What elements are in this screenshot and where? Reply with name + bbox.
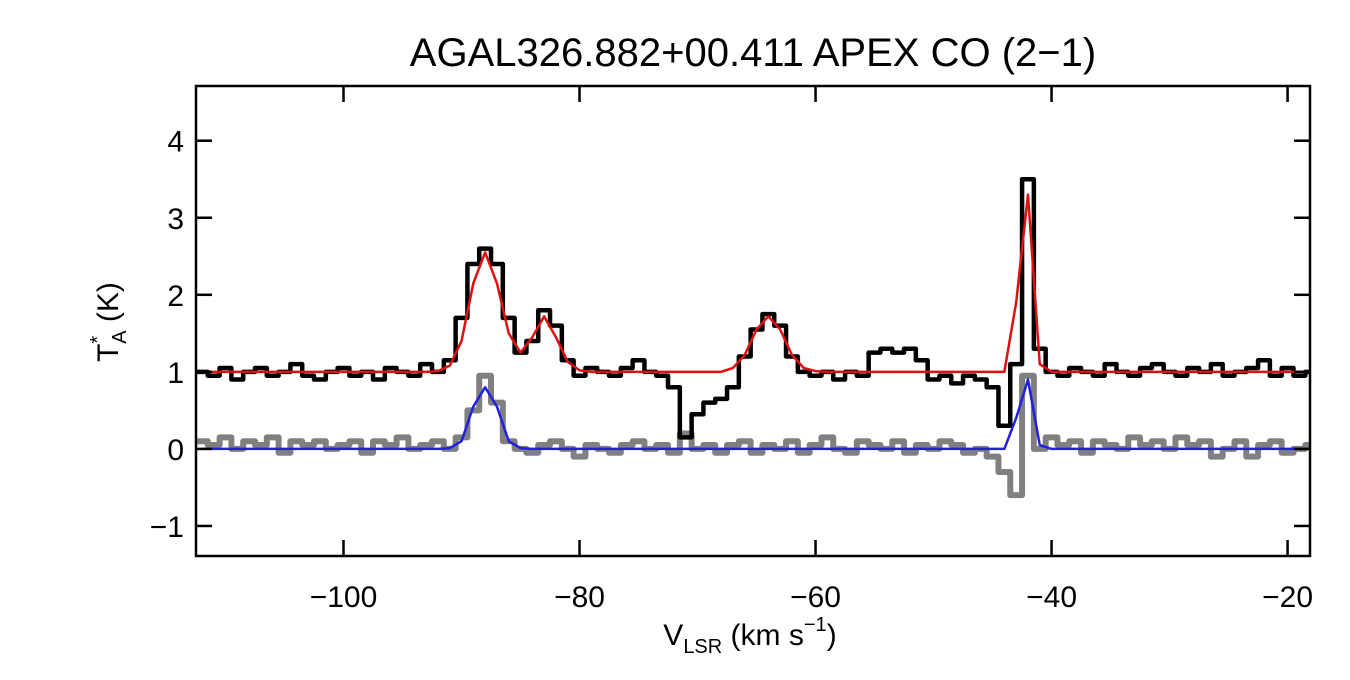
plot-area [196, 176, 1310, 499]
x-axis-label-part: ) [827, 619, 837, 652]
y-tick-label: 3 [167, 203, 184, 236]
spectrum-line [196, 176, 1310, 440]
y-axis-label-part: A [109, 330, 131, 344]
spectrum-line [201, 378, 1310, 451]
spectrum-line [196, 372, 1310, 499]
chart-title: AGAL326.882+00.411 APEX CO (2−1) [410, 31, 1096, 75]
y-tick-label: −1 [150, 511, 184, 544]
x-tick-label: −20 [1262, 581, 1313, 614]
x-tick-label: −80 [554, 581, 605, 614]
x-tick-label: −60 [790, 581, 841, 614]
x-axis-label-part: LSR [683, 636, 722, 658]
y-axis-label-part: * [87, 336, 109, 344]
y-tick-label: 2 [167, 280, 184, 313]
y-axis-label-part: T [92, 344, 125, 362]
x-axis-label-part: V [663, 619, 683, 652]
spectrum-line [201, 193, 1310, 374]
y-tick-label: 4 [167, 126, 184, 159]
axes-frame [194, 84, 1312, 558]
x-tick-label: −100 [310, 581, 378, 614]
x-axis-label-part: −1 [804, 614, 827, 636]
y-axis-label-part: (K) [92, 282, 125, 330]
y-tick-label: 0 [167, 434, 184, 467]
y-axis-label: T*A (K) [87, 282, 131, 362]
x-axis-label: VLSR (km s−1) [663, 614, 836, 658]
y-tick-label: 1 [167, 357, 184, 390]
x-axis-label-part: (km s [722, 619, 804, 652]
x-tick-label: −40 [1026, 581, 1077, 614]
